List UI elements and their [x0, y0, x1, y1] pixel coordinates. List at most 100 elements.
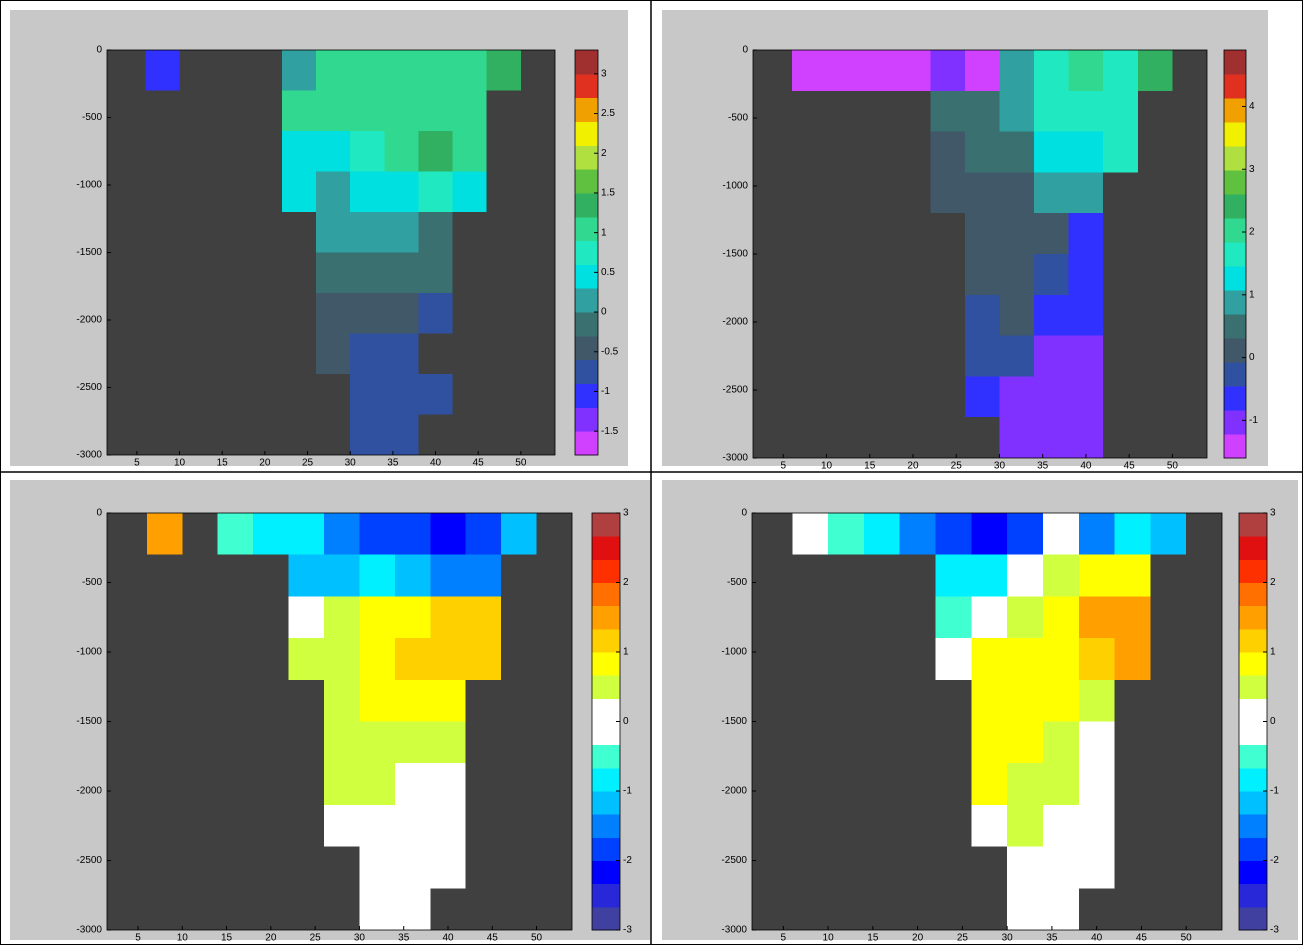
heatmap-cell	[316, 90, 351, 131]
heatmap-cell	[971, 679, 1008, 722]
heatmap-cell	[418, 252, 453, 293]
heatmap-cell	[384, 50, 419, 91]
heatmap-cell	[999, 90, 1035, 132]
colorbar-tick-label: 2	[1249, 227, 1255, 238]
colorbar-segment	[575, 359, 598, 385]
colorbar-tick-label: -1	[601, 386, 610, 397]
colorbar-segment	[1224, 434, 1246, 459]
colorbar-tick-label: 3	[623, 508, 629, 519]
heatmap-cell	[316, 333, 351, 374]
heatmap-cell	[418, 293, 453, 334]
heatmap-cell	[1078, 513, 1115, 555]
heatmap-cell	[394, 846, 431, 889]
colorbar-tick-label: 1	[1249, 289, 1255, 300]
heatmap-cell	[863, 513, 900, 555]
colorbar-tick-label: 1	[1270, 647, 1276, 658]
y-tick-label: -2000	[76, 315, 102, 326]
colorbar-segment	[575, 192, 598, 218]
heatmap-cell	[359, 721, 395, 764]
colorbar-segment	[1224, 98, 1246, 123]
colorbar-segment	[1224, 242, 1246, 267]
heatmap-cell	[971, 804, 1008, 847]
heatmap-cell	[1068, 172, 1104, 214]
heatmap-cell	[452, 131, 487, 172]
heatmap-cell	[964, 376, 1000, 418]
heatmap-cell	[1068, 90, 1104, 132]
heatmap-cell	[359, 888, 395, 930]
heatmap-cell	[999, 294, 1035, 336]
x-tick-label: 30	[1002, 933, 1014, 944]
colorbar-tick-label: 3	[1270, 508, 1276, 519]
heatmap-cell	[1042, 721, 1079, 764]
y-tick-label: -1000	[76, 647, 102, 658]
heatmap-cell	[501, 513, 537, 555]
colorbar-segment	[575, 97, 598, 122]
heatmap-cell	[430, 763, 466, 805]
heatmap-cell	[964, 335, 1000, 377]
heatmap-cell	[1007, 804, 1043, 847]
colorbar-segment	[592, 582, 620, 607]
heatmap-cell	[1042, 596, 1079, 639]
y-tick-label: 0	[741, 508, 747, 519]
colorbar-tick-label: -2	[623, 855, 632, 866]
heatmap-cell	[316, 212, 351, 253]
heatmap-cell	[1042, 888, 1079, 930]
heatmap-cell	[1078, 554, 1115, 597]
heatmap-cell	[1103, 131, 1138, 173]
heatmap-cell	[999, 376, 1035, 418]
colorbar-segment	[592, 652, 620, 676]
heatmap-cell	[253, 513, 289, 555]
colorbar-tick-label: 0.5	[601, 267, 615, 278]
x-tick-label: 5	[135, 933, 141, 944]
heatmap-cell	[895, 50, 931, 91]
colorbar-tick-label: 0	[623, 716, 629, 727]
heatmap-cell	[146, 513, 183, 555]
heatmap-cell	[1078, 804, 1115, 847]
x-tick-label: 25	[951, 461, 963, 472]
colorbar-segment	[592, 675, 620, 699]
heatmap-cell	[964, 131, 1000, 173]
y-tick-label: -1500	[76, 247, 102, 258]
heatmap-cell	[935, 596, 972, 639]
heatmap-cell	[1034, 335, 1069, 377]
heatmap-cell	[465, 554, 502, 597]
heatmap-cell	[350, 374, 385, 415]
heatmap-cell	[1150, 513, 1187, 555]
colorbar-tick-label: 3	[601, 68, 607, 79]
colorbar-segment	[1239, 582, 1267, 607]
colorbar-segment	[575, 73, 598, 99]
y-tick-label: 0	[96, 45, 102, 56]
heatmap-cell	[1114, 638, 1151, 680]
heatmap-cell	[452, 50, 487, 91]
heatmap-cell	[430, 721, 466, 764]
colorbar-segment	[592, 814, 620, 838]
x-tick-label: 35	[387, 458, 399, 469]
colorbar-segment	[1224, 362, 1246, 387]
colorbar-segment	[1239, 536, 1267, 560]
heatmap-cell	[281, 50, 317, 91]
heatmap-cell	[1068, 376, 1104, 418]
heatmap-cell	[350, 50, 385, 91]
heatmap-cell	[999, 254, 1035, 295]
y-tick-label: -1500	[722, 249, 748, 260]
heatmap-cell	[324, 679, 360, 722]
y-tick-label: -2000	[722, 317, 748, 328]
heatmap-cell	[324, 721, 360, 764]
y-tick-label: -500	[727, 577, 747, 588]
heatmap-cell	[359, 804, 395, 847]
colorbar-segment	[592, 628, 620, 653]
colorbar-tick-label: 2	[1270, 577, 1276, 588]
colorbar-segment	[575, 383, 598, 408]
heatmap-cell	[1068, 294, 1104, 336]
colorbar-tick-label: 2	[601, 148, 607, 159]
heatmap-cell	[350, 252, 385, 293]
panel: 5 10 15 20 25 30 35 40 45 50-3000-2500-2000-1500-…	[76, 508, 632, 944]
heatmap-cell	[316, 293, 351, 334]
colorbar-segment	[1224, 74, 1246, 99]
colorbar-tick-label: -1	[1270, 786, 1279, 797]
heatmap-cell	[1114, 513, 1151, 555]
heatmap-cell	[1007, 513, 1043, 555]
y-tick-label: 0	[742, 45, 748, 56]
heatmap-cell	[971, 638, 1008, 680]
x-tick-label: 40	[1091, 933, 1103, 944]
